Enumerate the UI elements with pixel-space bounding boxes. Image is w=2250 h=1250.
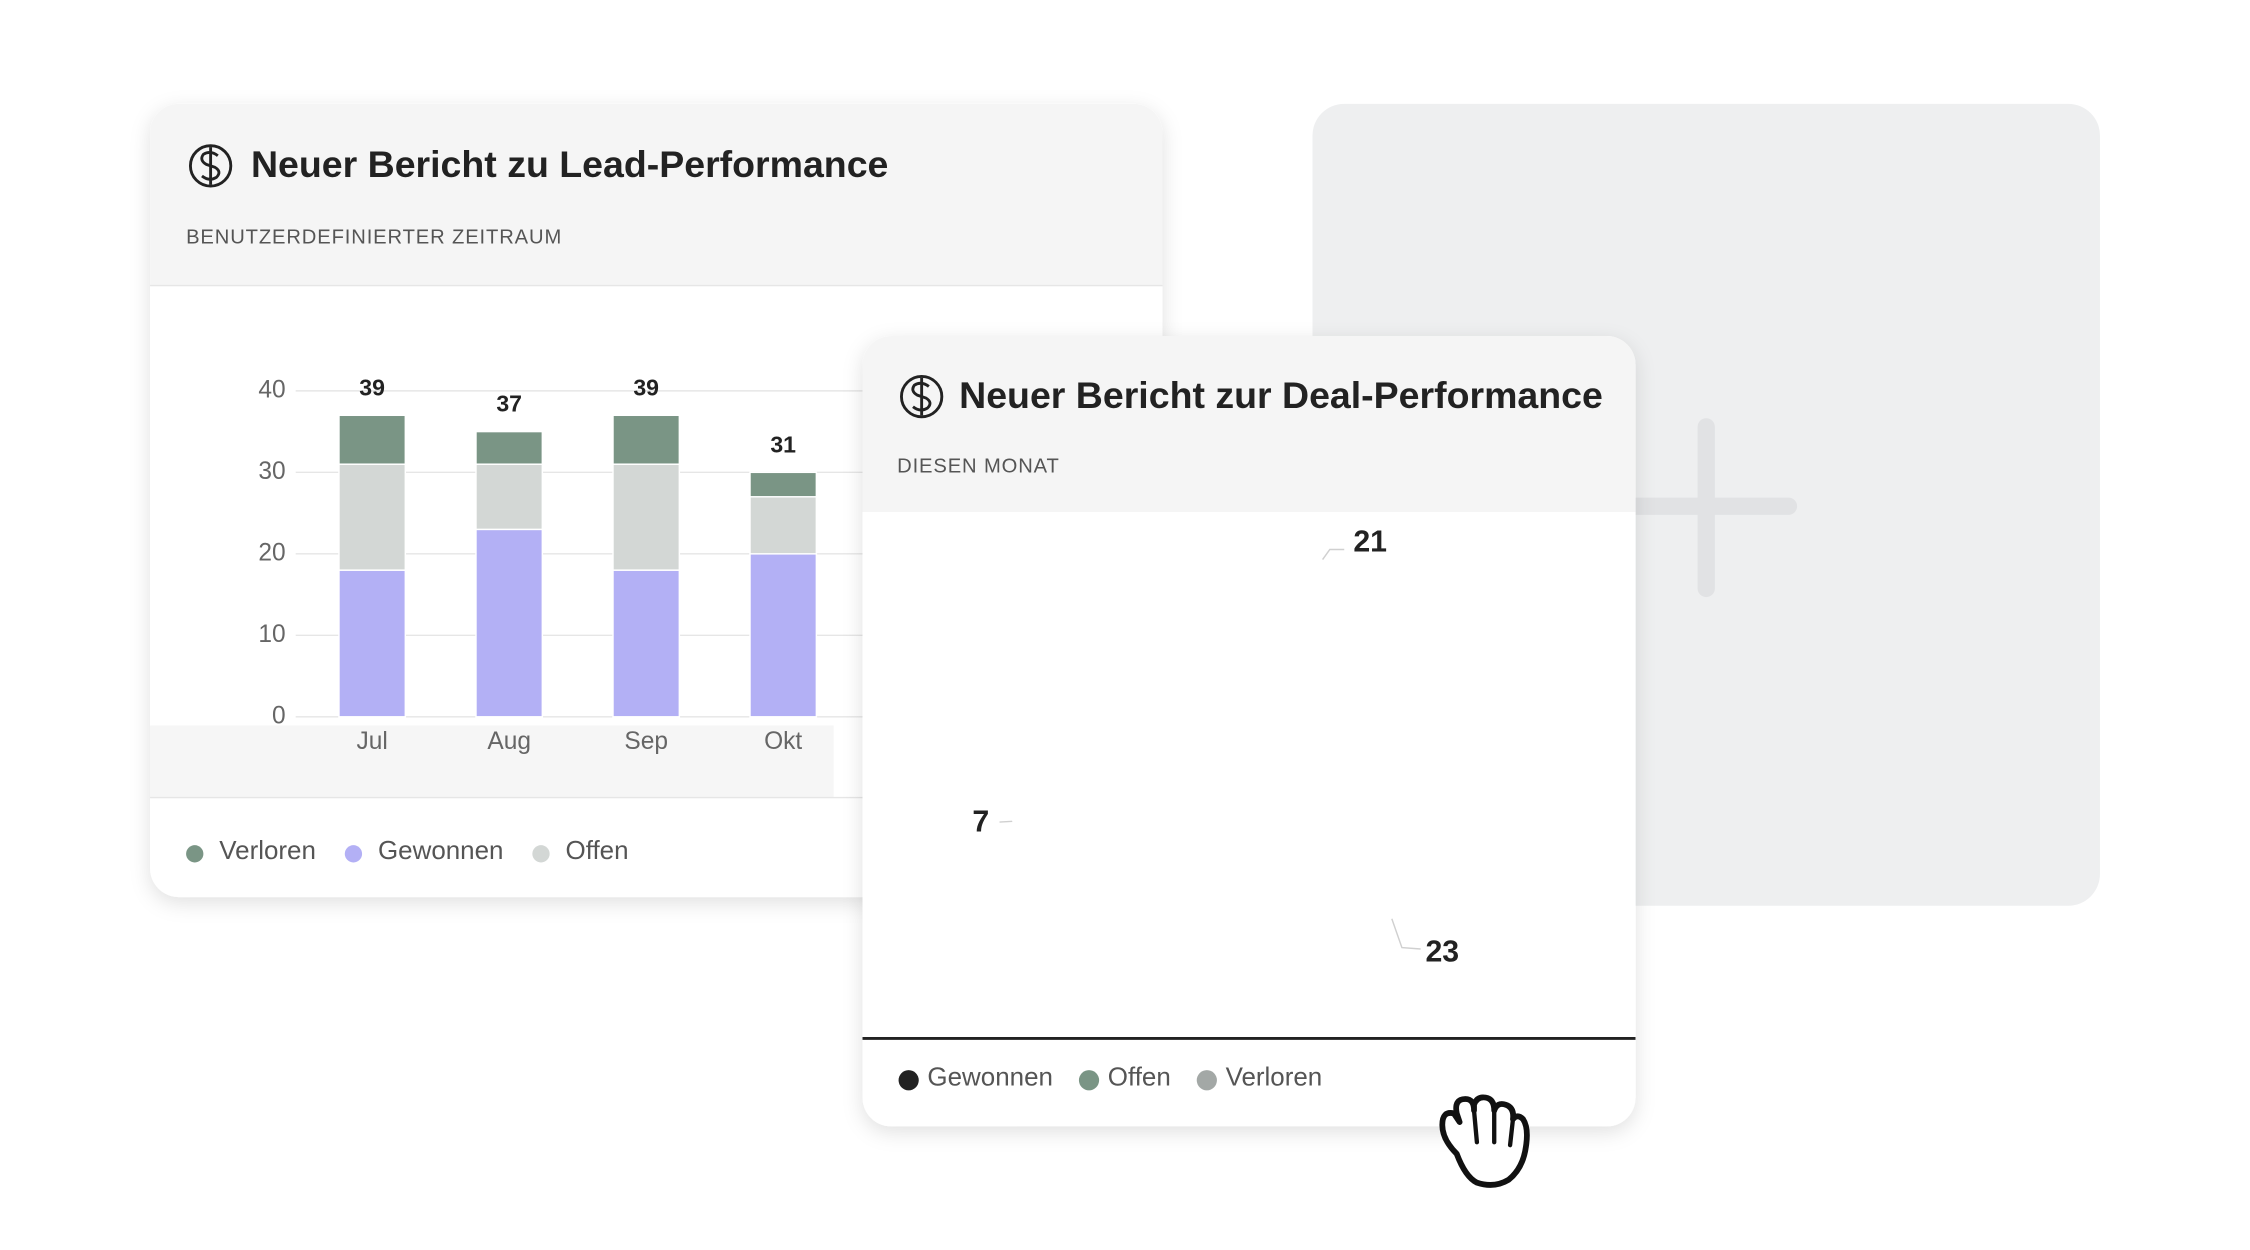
bar-segment	[338, 569, 407, 718]
pie-slice	[1016, 757, 1219, 961]
y-tick-label: 30	[258, 458, 285, 485]
legend-dot	[1078, 1070, 1100, 1091]
card-header	[150, 103, 1163, 286]
card-subtitle: DIESEN MONAT	[897, 456, 1060, 478]
bar-segment	[338, 463, 407, 571]
dollar-icon	[188, 144, 233, 188]
x-tick-label: Okt	[764, 728, 802, 755]
total-label: 31	[770, 431, 796, 457]
legend-label: Verloren	[1226, 1062, 1323, 1092]
card-header	[862, 336, 1636, 512]
data-label: 21	[1353, 526, 1387, 559]
y-tick-label: 40	[258, 376, 285, 403]
card-title: Neuer Bericht zur Deal-Performance	[959, 374, 1603, 416]
total-label: 39	[359, 374, 385, 400]
bar-segment	[475, 463, 544, 531]
band	[150, 725, 834, 798]
data-label: 23	[1425, 935, 1459, 968]
pie-slice	[1002, 540, 1389, 834]
legend-label: Offen	[566, 835, 629, 865]
bar-segment	[612, 414, 681, 465]
x-tick-label: Jul	[356, 728, 387, 755]
bar-segment	[338, 414, 407, 465]
y-tick-label: 20	[258, 539, 285, 566]
legend-label: Gewonnen	[927, 1062, 1053, 1092]
leader-line	[1322, 548, 1345, 561]
total-label: 39	[633, 374, 659, 400]
x-tick-label: Sep	[624, 728, 668, 755]
leader-line	[1391, 918, 1421, 950]
legend-dot	[532, 845, 550, 863]
x-tick-label: Aug	[487, 728, 531, 755]
pie-slice	[1145, 622, 1436, 974]
legend-dot	[344, 845, 363, 863]
bar-segment	[612, 463, 681, 571]
dollar-icon	[900, 374, 944, 419]
data-label: 7	[972, 806, 989, 839]
card-title: Neuer Bericht zu Lead-Performance	[251, 143, 888, 185]
legend-dot	[186, 845, 204, 863]
report-card[interactable]: Neuer Bericht zur Deal-Performance DIESE…	[862, 336, 1636, 1127]
legend-label: Verloren	[219, 835, 316, 865]
legend-dot	[1196, 1070, 1217, 1091]
y-tick-label: 10	[258, 621, 285, 648]
legend-label: Gewonnen	[378, 835, 504, 865]
y-tick-label: 0	[272, 702, 286, 729]
hand-cursor	[1439, 1094, 1530, 1188]
legend-label: Offen	[1108, 1062, 1171, 1092]
card-subtitle: BENUTZERDEFINIERTER ZEITRAUM	[186, 226, 562, 248]
bar-segment	[749, 496, 818, 555]
legend-dot	[898, 1070, 919, 1091]
bar-segment	[749, 553, 818, 718]
bar-segment	[475, 430, 544, 465]
bar-segment	[749, 471, 818, 498]
bar-segment	[475, 528, 544, 718]
bar-segment	[612, 569, 681, 718]
total-label: 37	[496, 391, 522, 417]
